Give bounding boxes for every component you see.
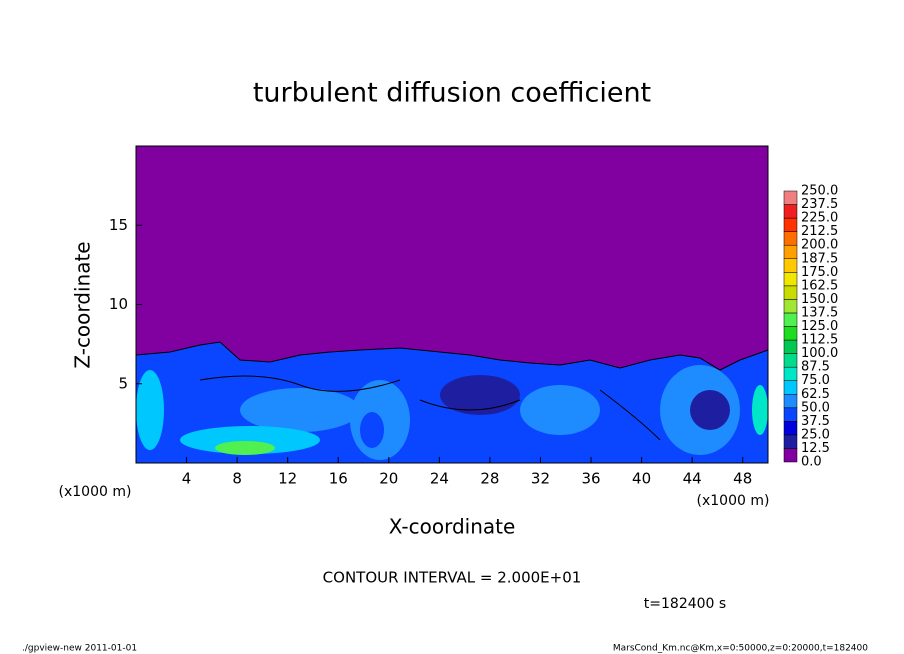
x-tick-label: 12 <box>278 470 297 488</box>
colorbar-label: 112.5 <box>801 333 838 348</box>
x-tick-label: 32 <box>531 470 550 488</box>
colorbar-box <box>783 272 798 287</box>
contour-line <box>199 375 661 441</box>
colorbar-label: 250.0 <box>801 184 838 199</box>
colorbar-label: 212.5 <box>801 224 838 239</box>
colorbar-box <box>783 448 798 463</box>
colorbar-box <box>783 326 798 341</box>
x-tick-label: 40 <box>632 470 651 488</box>
y-tick-label: 10 <box>109 295 128 313</box>
field-shape <box>440 375 520 415</box>
field-shape <box>240 388 360 432</box>
colorbar-box <box>783 421 798 436</box>
colorbar-box <box>783 353 798 368</box>
colorbar-label: 50.0 <box>801 400 830 415</box>
y-tick-label: 15 <box>109 216 128 234</box>
x-tick-label: 48 <box>733 470 752 488</box>
colorbar-box <box>783 299 798 314</box>
colorbar-label: 125.0 <box>801 319 838 334</box>
colorbar-label: 137.5 <box>801 305 838 320</box>
y-tick-label: 5 <box>118 374 128 392</box>
colorbar-box <box>783 366 798 381</box>
colorbar-box <box>783 190 798 205</box>
x-tick-label: 36 <box>581 470 600 488</box>
x-tick-label: 28 <box>480 470 499 488</box>
colorbar-label: 25.0 <box>801 427 830 442</box>
y-axis-label: Z-coordinate <box>71 241 95 368</box>
colorbar-label: 0.0 <box>801 455 822 470</box>
footer-left: ./gpview-new 2011-01-01 <box>22 644 137 654</box>
footer-right: MarsCond_Km.nc@Km,x=0:50000,z=0:20000,t=… <box>613 644 868 654</box>
chart-title: turbulent diffusion coefficient <box>253 78 651 109</box>
contour-interval: CONTOUR INTERVAL = 2.000E+01 <box>323 569 582 587</box>
colorbar-label: 12.5 <box>801 441 830 456</box>
colorbar-label: 100.0 <box>801 346 838 361</box>
x-tick-label: 20 <box>379 470 398 488</box>
colorbar-label: 187.5 <box>801 251 838 266</box>
colorbar-box <box>783 380 798 395</box>
y-unit-label: (x1000 m) <box>59 484 132 500</box>
colorbar-box <box>783 244 798 259</box>
colorbar-label: 75.0 <box>801 373 830 388</box>
colorbar-box <box>783 394 798 409</box>
field-shape <box>180 426 320 454</box>
colorbar-label: 87.5 <box>801 360 830 375</box>
colorbar-label: 200.0 <box>801 238 838 253</box>
x-tick-label: 4 <box>182 470 192 488</box>
colorbar-label: 162.5 <box>801 278 838 293</box>
colorbar-box <box>783 434 798 449</box>
colorbar-label: 37.5 <box>801 414 830 429</box>
field-shape <box>215 441 275 455</box>
x-unit-label: (x1000 m) <box>697 493 770 509</box>
x-tick-label: 44 <box>683 470 702 488</box>
colorbar-box <box>783 407 798 422</box>
field <box>135 146 769 464</box>
field-shape <box>690 390 730 430</box>
colorbar-label: 175.0 <box>801 265 838 280</box>
time-label: t=182400 s <box>644 596 726 612</box>
field-shape <box>136 370 164 450</box>
x-axis-label: X-coordinate <box>389 515 516 539</box>
x-tick-label: 24 <box>430 470 449 488</box>
field-shape <box>360 412 384 448</box>
colorbar-label: 237.5 <box>801 197 838 212</box>
colorbar-label: 225.0 <box>801 211 838 226</box>
x-tick-label: 8 <box>232 470 242 488</box>
field-shape <box>752 385 768 435</box>
colorbar-box <box>783 312 798 327</box>
colorbar-box <box>783 217 798 232</box>
colorbar-box <box>783 231 798 246</box>
colorbar-label: 150.0 <box>801 292 838 307</box>
colorbar-box <box>783 339 798 354</box>
colorbar-box <box>783 204 798 219</box>
x-tick-label: 16 <box>329 470 348 488</box>
colorbar-box <box>783 285 798 300</box>
field-shape <box>520 385 600 435</box>
colorbar-label: 62.5 <box>801 387 830 402</box>
colorbar-box <box>783 258 798 273</box>
